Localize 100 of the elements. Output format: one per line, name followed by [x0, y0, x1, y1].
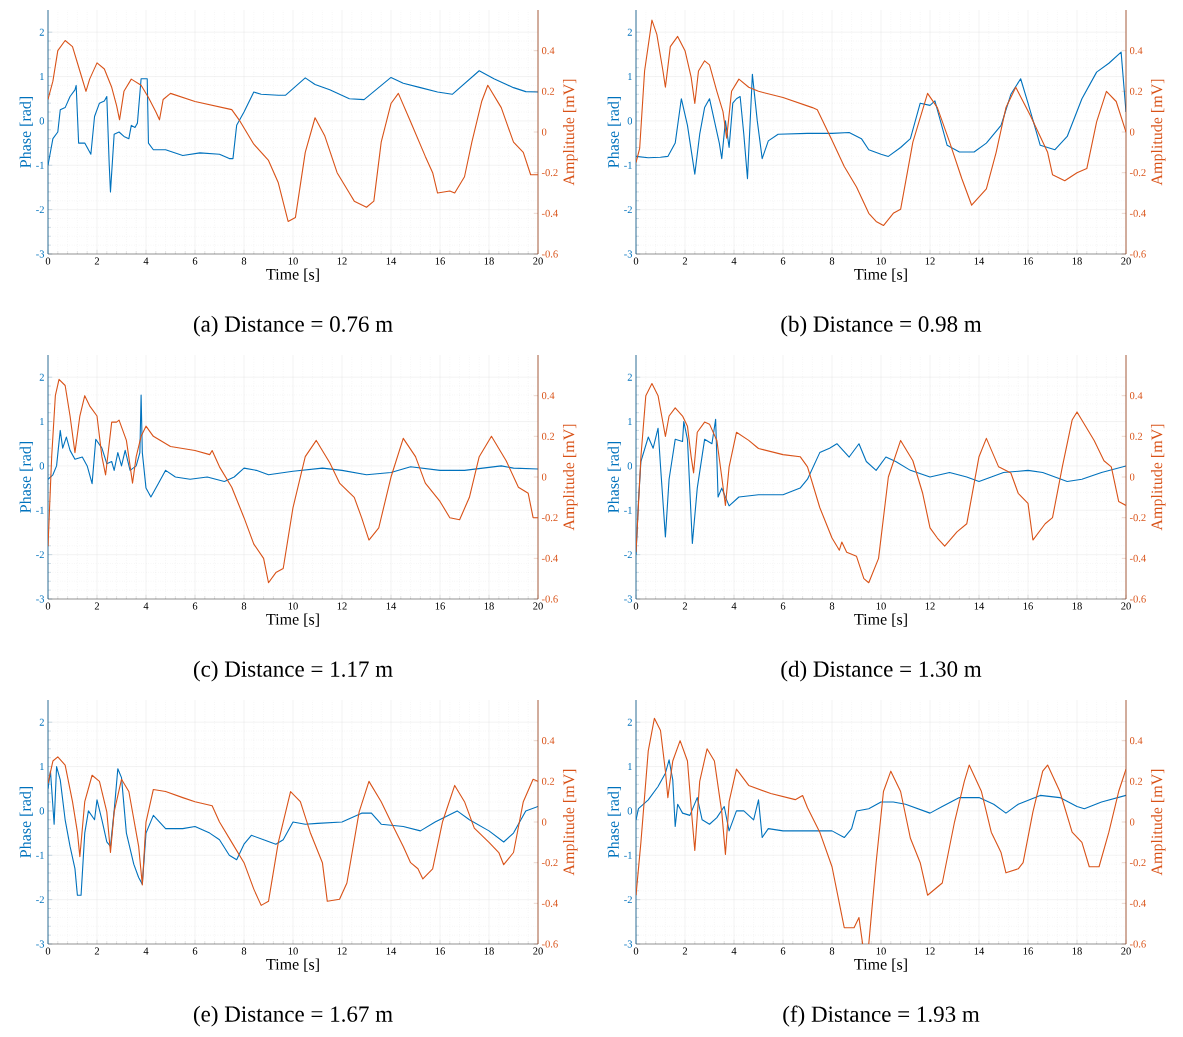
x-tick-label: 0 — [45, 257, 51, 265]
y-tick-label: 0 — [39, 117, 45, 125]
x-tick-label: 8 — [829, 947, 835, 955]
x-tick-label: 16 — [435, 257, 445, 265]
y2-tick-label: 0.2 — [1129, 777, 1143, 785]
x-tick-label: 16 — [1023, 947, 1033, 955]
y2-tick-label: 0.4 — [1129, 47, 1143, 55]
y-tick-label: -3 — [624, 940, 633, 948]
y2-tick-label: -0.6 — [1129, 250, 1146, 258]
line-series — [48, 394, 538, 498]
text: (c) Distance = 1.17 m — [193, 660, 393, 682]
y2-tick-label: -0.6 — [1129, 940, 1146, 948]
y2-tick-label: -0.2 — [1129, 859, 1146, 867]
x-tick-label: 14 — [974, 257, 985, 265]
y2-tick-label: 0 — [541, 128, 547, 136]
text: (b) Distance = 0.98 m — [781, 315, 982, 337]
x-tick-label: 20 — [533, 602, 543, 610]
y2-axis-title: Amplitude [mV] — [562, 424, 578, 531]
y-axis-title: Phase [rad] — [607, 441, 621, 513]
x-tick-label: 12 — [337, 602, 347, 610]
y-tick-label: -1 — [624, 161, 632, 169]
y-tick-label: 2 — [39, 718, 44, 726]
x-tick-label: 16 — [1023, 257, 1033, 265]
y-tick-label: 1 — [40, 763, 44, 771]
y-tick-label: 2 — [39, 28, 44, 36]
y-tick-label: -1 — [624, 506, 632, 514]
y-tick-label: -2 — [36, 551, 44, 559]
y-tick-label: 0 — [627, 807, 633, 815]
x-tick-label: 4 — [731, 602, 737, 610]
y2-tick-label: -0.4 — [541, 209, 558, 217]
y2-tick-label: -0.4 — [541, 554, 558, 562]
x-tick-label: 16 — [435, 602, 445, 610]
y-tick-label: -2 — [36, 896, 44, 904]
y2-tick-label: -0.2 — [541, 514, 558, 522]
y-tick-label: 0 — [39, 462, 45, 470]
y-tick-label: 2 — [39, 373, 44, 381]
x-tick-label: 8 — [241, 257, 247, 265]
y2-tick-label: 0 — [1129, 473, 1135, 481]
x-tick-label: 18 — [484, 257, 494, 265]
x-tick-label: 8 — [829, 257, 835, 265]
x-tick-label: 0 — [633, 257, 639, 265]
y-tick-label: 0 — [627, 462, 633, 470]
y2-tick-label: -0.4 — [1129, 899, 1146, 907]
text: (d) Distance = 1.30 m — [781, 660, 982, 682]
x-axis-title: Time [s] — [854, 613, 907, 627]
y2-tick-label: 0.4 — [541, 392, 555, 400]
x-tick-label: 10 — [288, 602, 298, 610]
y2-tick-label: 0.4 — [1129, 737, 1143, 745]
x-tick-label: 2 — [94, 947, 100, 955]
x-tick-label: 18 — [1072, 947, 1082, 955]
x-tick-label: 16 — [435, 947, 445, 955]
x-tick-label: 12 — [337, 257, 347, 265]
y2-tick-label: -0.6 — [541, 940, 558, 948]
text: (a) Distance = 0.76 m — [193, 315, 393, 337]
y2-tick-label: 0 — [541, 818, 547, 826]
x-tick-label: 2 — [94, 602, 100, 610]
line-series — [636, 51, 1127, 180]
x-tick-label: 6 — [780, 947, 786, 955]
line-series — [636, 382, 1127, 584]
y2-tick-label: 0.4 — [541, 47, 555, 55]
x-tick-label: 6 — [192, 257, 198, 265]
y-tick-label: -2 — [36, 206, 44, 214]
x-tick-label: 12 — [925, 257, 935, 265]
y2-tick-label: -0.2 — [1129, 514, 1146, 522]
y-tick-label: -2 — [624, 206, 632, 214]
y2-tick-label: -0.2 — [1129, 169, 1146, 177]
x-tick-label: 0 — [633, 947, 639, 955]
x-tick-label: 4 — [143, 602, 149, 610]
y2-tick-label: 0.2 — [541, 777, 555, 785]
x-tick-label: 4 — [731, 257, 737, 265]
x-tick-label: 4 — [143, 257, 149, 265]
y-tick-label: -3 — [624, 250, 633, 258]
x-tick-label: 0 — [633, 602, 639, 610]
y2-axis-title: Amplitude [mV] — [562, 79, 578, 186]
x-tick-label: 12 — [925, 947, 935, 955]
y2-axis-title: Amplitude [mV] — [1150, 79, 1166, 186]
y2-tick-label: 0 — [1129, 128, 1135, 136]
x-tick-label: 14 — [386, 257, 397, 265]
x-tick-label: 14 — [386, 947, 397, 955]
y2-tick-label: 0 — [541, 473, 547, 481]
y-tick-label: -2 — [624, 551, 632, 559]
y-tick-label: -1 — [36, 506, 44, 514]
x-tick-label: 20 — [1121, 602, 1131, 610]
y2-tick-label: 0.2 — [541, 87, 555, 95]
x-tick-label: 16 — [1023, 602, 1033, 610]
x-tick-label: 10 — [288, 257, 298, 265]
line-series — [48, 378, 539, 584]
x-tick-label: 8 — [829, 602, 835, 610]
x-tick-label: 0 — [45, 602, 51, 610]
y2-tick-label: 0 — [1129, 818, 1135, 826]
y2-tick-label: -0.4 — [1129, 209, 1146, 217]
x-tick-label: 6 — [780, 257, 786, 265]
y-tick-label: 1 — [628, 418, 632, 426]
x-tick-label: 10 — [876, 602, 886, 610]
x-tick-label: 18 — [484, 602, 494, 610]
x-tick-label: 18 — [484, 947, 494, 955]
y-axis-title: Phase [rad] — [19, 441, 33, 513]
y2-tick-label: -0.2 — [541, 169, 558, 177]
text: (f) Distance = 1.93 m — [783, 1005, 980, 1027]
x-axis-title: Time [s] — [854, 958, 907, 972]
